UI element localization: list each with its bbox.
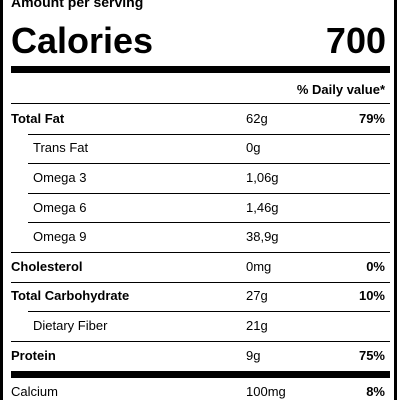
divider (11, 281, 390, 283)
row-amount: 27g (246, 288, 268, 304)
thick-divider (11, 66, 390, 73)
calories-value: 700 (325, 20, 386, 61)
row-amount: 9g (246, 347, 261, 363)
row-name: Dietary Fiber (33, 318, 108, 333)
row-name: Protein (11, 347, 56, 363)
divider (11, 103, 390, 104)
row-amount: 21g (246, 318, 268, 333)
divider (28, 192, 390, 194)
row-name: Omega 6 (33, 199, 87, 215)
thick-divider (11, 371, 390, 379)
subtitle: Amount per serving (11, 0, 144, 10)
divider (28, 311, 390, 313)
row-name: Total Carbohydrate (11, 288, 130, 304)
row-daily-value: 8% (366, 384, 385, 400)
row-daily-value: 79% (358, 110, 385, 126)
row-amount: 38,9g (246, 229, 279, 245)
daily-value-heading: % Daily value* (296, 82, 385, 97)
row-name: Cholesterol (11, 258, 83, 274)
row-amount: 1,46g (246, 199, 279, 215)
row-amount: 0g (246, 140, 261, 156)
divider (28, 163, 390, 165)
divider (11, 252, 390, 253)
divider (11, 340, 390, 342)
row-name: Omega 9 (33, 229, 87, 245)
divider (28, 222, 390, 224)
row-name: Total Fat (11, 110, 65, 126)
row-daily-value: 10% (358, 288, 385, 304)
row-amount: 100mg (246, 384, 286, 400)
divider (28, 133, 390, 135)
row-daily-value: 75% (358, 347, 385, 363)
row-name: Trans Fat (33, 140, 89, 156)
row-name: Omega 3 (33, 170, 87, 185)
row-daily-value: 0% (366, 258, 385, 274)
row-amount: 0mg (246, 258, 272, 274)
row-amount: 1,06g (246, 170, 279, 185)
calories-label: Calories (11, 20, 154, 61)
row-amount: 62g (246, 110, 268, 126)
row-name: Calcium (11, 384, 58, 400)
